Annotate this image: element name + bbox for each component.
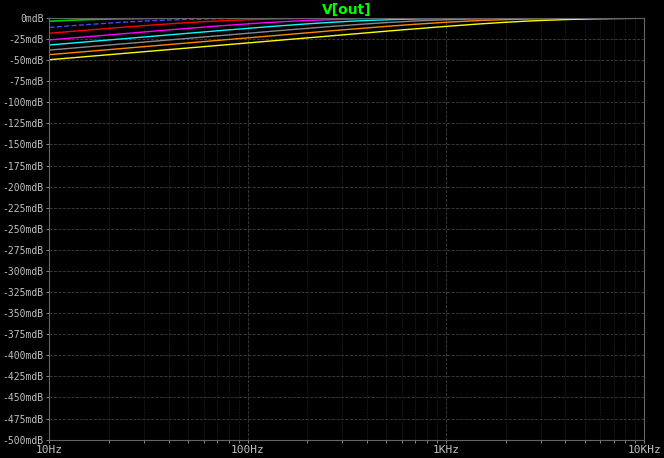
Title: V[out]: V[out] [322, 3, 372, 17]
